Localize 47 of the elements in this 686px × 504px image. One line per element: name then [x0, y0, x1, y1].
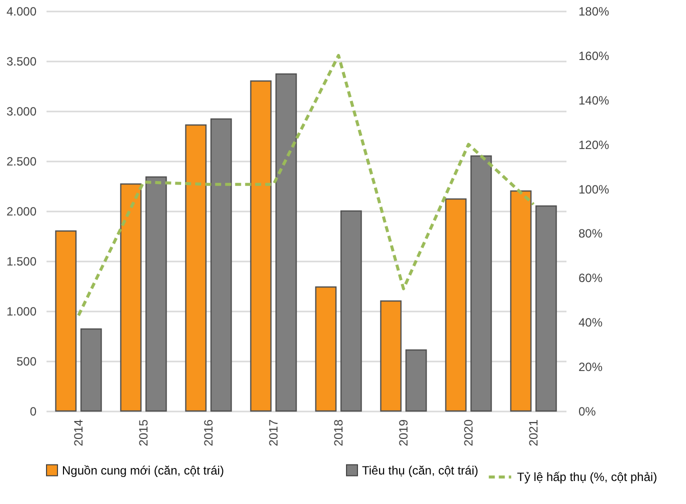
y2-tick-label: 140%	[578, 93, 610, 108]
y2-tick-label: 40%	[578, 316, 603, 330]
x-tick-label: 2019	[396, 419, 410, 446]
y2-tick-label: 100%	[578, 182, 610, 196]
legend-label: Tỷ lệ hấp thụ (%, cột phải)	[517, 470, 658, 484]
y2-tick-label: 0%	[578, 404, 596, 418]
legend-label: Tiêu thụ (căn, cột trái)	[362, 463, 478, 478]
bar	[210, 118, 232, 412]
bar	[510, 190, 532, 412]
y-tick-label: 500	[16, 354, 37, 368]
y-tick-label: 0	[30, 404, 37, 418]
x-tick-label: 2016	[202, 419, 216, 446]
y-tick-label: 3.500	[6, 54, 37, 68]
y2-tick-label: 120%	[578, 138, 610, 152]
bar	[445, 198, 467, 412]
y2-tick-label: 80%	[578, 226, 603, 241]
bar	[55, 230, 77, 412]
bar	[535, 205, 557, 412]
bar	[120, 183, 142, 412]
y2-tick-label: 20%	[578, 360, 603, 374]
x-tick-label: 2014	[72, 419, 86, 446]
y-tick-label: 2.000	[6, 204, 37, 218]
bar	[80, 328, 102, 412]
bar	[185, 124, 207, 412]
x-tick-label: 2015	[136, 419, 150, 446]
bar	[275, 73, 297, 412]
bar	[470, 155, 492, 412]
y2-tick-label: 60%	[578, 271, 603, 286]
y-tick-label: 3.000	[6, 104, 37, 118]
x-tick-label: 2020	[462, 419, 476, 446]
bar	[340, 210, 362, 412]
x-tick-label: 2021	[526, 419, 540, 446]
x-tick-label: 2017	[266, 419, 280, 446]
bar	[315, 286, 337, 412]
bar	[380, 300, 402, 412]
legend-label: Nguồn cung mới (căn, cột trái)	[62, 463, 224, 478]
y2-tick-label: 160%	[578, 48, 610, 63]
bar	[145, 176, 167, 412]
y-tick-label: 2.500	[6, 154, 37, 168]
line-series	[77, 54, 535, 317]
y-tick-label: 4.000	[6, 4, 37, 18]
y-tick-label: 1.000	[6, 304, 37, 318]
y-tick-label: 1.500	[6, 254, 37, 268]
bar	[405, 349, 427, 412]
y2-tick-label: 180%	[578, 4, 610, 18]
bar	[250, 80, 272, 412]
x-tick-label: 2018	[332, 419, 346, 446]
